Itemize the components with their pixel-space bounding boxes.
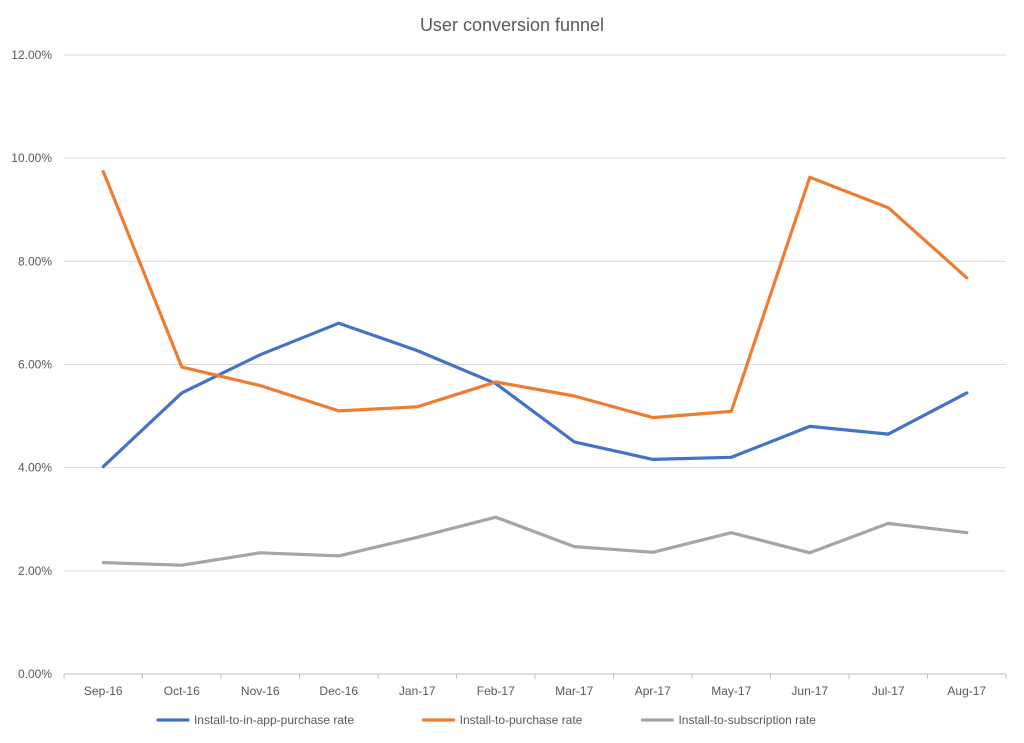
legend-item: Install-to-subscription rate — [640, 713, 816, 727]
x-tick-label: Dec-16 — [319, 684, 358, 698]
x-tick-label: Jun-17 — [791, 684, 828, 698]
series-line-3 — [101, 515, 969, 567]
x-axis-tick-labels: Sep-16 Oct-16 Nov-16 Dec-16 Jan-17 Feb-17 Mar-… — [84, 684, 987, 698]
y-axis-tick-labels: 0.00% 2.00% 4.00% 6.00% 8.00% 10.00% 12.00% — [11, 48, 52, 681]
legend-label: Install-to-in-app-purchase rate — [194, 713, 354, 727]
series-lines — [101, 170, 969, 567]
legend-item: Install-to-in-app-purchase rate — [156, 713, 354, 727]
x-tick-label: Jan-17 — [399, 684, 436, 698]
y-tick-label: 2.00% — [18, 564, 52, 578]
y-tick-label: 4.00% — [18, 461, 52, 475]
legend-label: Install-to-purchase rate — [460, 713, 583, 727]
x-tick-label: May-17 — [711, 684, 751, 698]
x-tick-label: Oct-16 — [164, 684, 200, 698]
x-tick-label: Aug-17 — [947, 684, 986, 698]
grid-lines — [63, 54, 1007, 679]
series-line-2 — [101, 170, 969, 420]
chart-title: User conversion funnel — [420, 15, 604, 35]
x-tick-label: Jul-17 — [872, 684, 905, 698]
y-tick-label: 10.00% — [11, 151, 52, 165]
legend-item: Install-to-purchase rate — [422, 713, 583, 727]
y-tick-label: 0.00% — [18, 667, 52, 681]
x-tick-label: Feb-17 — [477, 684, 515, 698]
y-tick-label: 8.00% — [18, 254, 52, 268]
x-tick-label: Sep-16 — [84, 684, 123, 698]
y-tick-label: 12.00% — [11, 48, 52, 62]
legend: Install-to-in-app-purchase rate Install-t… — [156, 713, 816, 727]
series-line-1 — [101, 321, 969, 469]
x-tick-label: Nov-16 — [241, 684, 280, 698]
y-tick-label: 6.00% — [18, 358, 52, 372]
x-tick-label: Mar-17 — [555, 684, 593, 698]
x-tick-label: Apr-17 — [635, 684, 671, 698]
legend-label: Install-to-subscription rate — [678, 713, 816, 727]
